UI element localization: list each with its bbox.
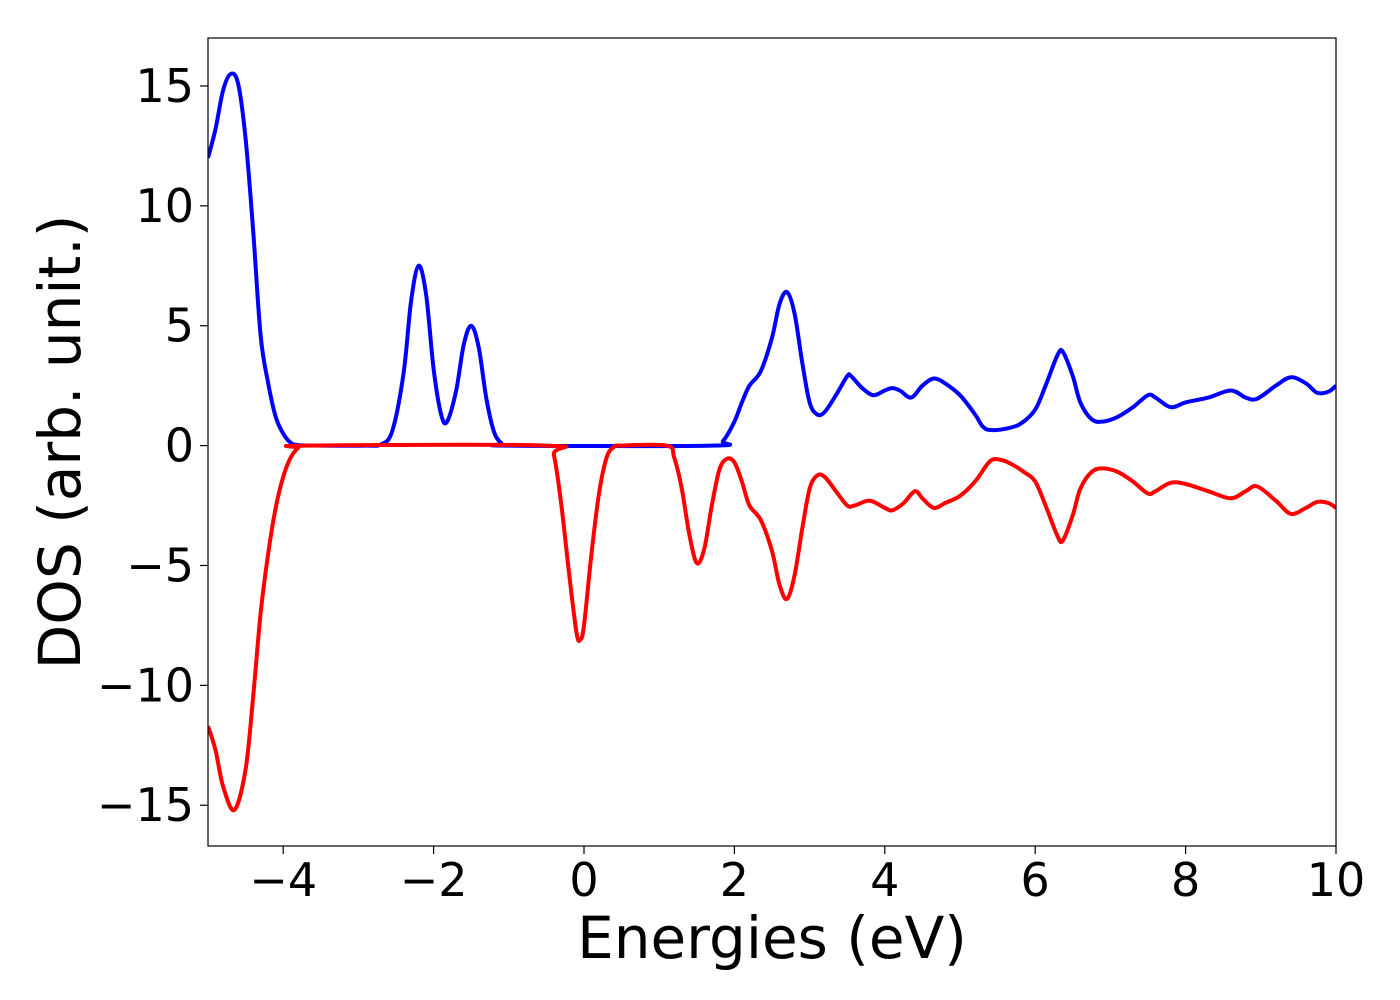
plot-background [208,38,1336,846]
x-axis-ticks: −4 −2 0 2 4 6 8 10 [249,846,1365,907]
x-tick-label: −2 [400,853,468,907]
x-axis-label: Energies (eV) [577,904,967,972]
x-tick-label: 8 [1171,853,1200,907]
y-tick-label: 10 [135,179,194,233]
x-tick-label: 4 [870,853,899,907]
y-axis-label: DOS (arb. unit.) [26,215,94,670]
x-tick-label: −4 [249,853,317,907]
y-tick-label: −15 [97,778,194,832]
x-tick-label: 2 [720,853,749,907]
series-layer [208,71,1336,813]
x-tick-label: 0 [569,853,598,907]
y-tick-label: 0 [165,419,194,473]
series-line-2 [208,442,1336,813]
y-tick-label: −5 [126,538,194,592]
y-axis-ticks: −15 −10 −5 0 5 10 15 [97,59,208,832]
y-tick-label: −10 [97,658,194,712]
plot-frame [207,37,1337,847]
y-tick-label: 15 [135,59,194,113]
x-tick-label: 6 [1021,853,1050,907]
y-tick-label: 5 [165,299,194,353]
x-tick-label: 10 [1307,853,1366,907]
